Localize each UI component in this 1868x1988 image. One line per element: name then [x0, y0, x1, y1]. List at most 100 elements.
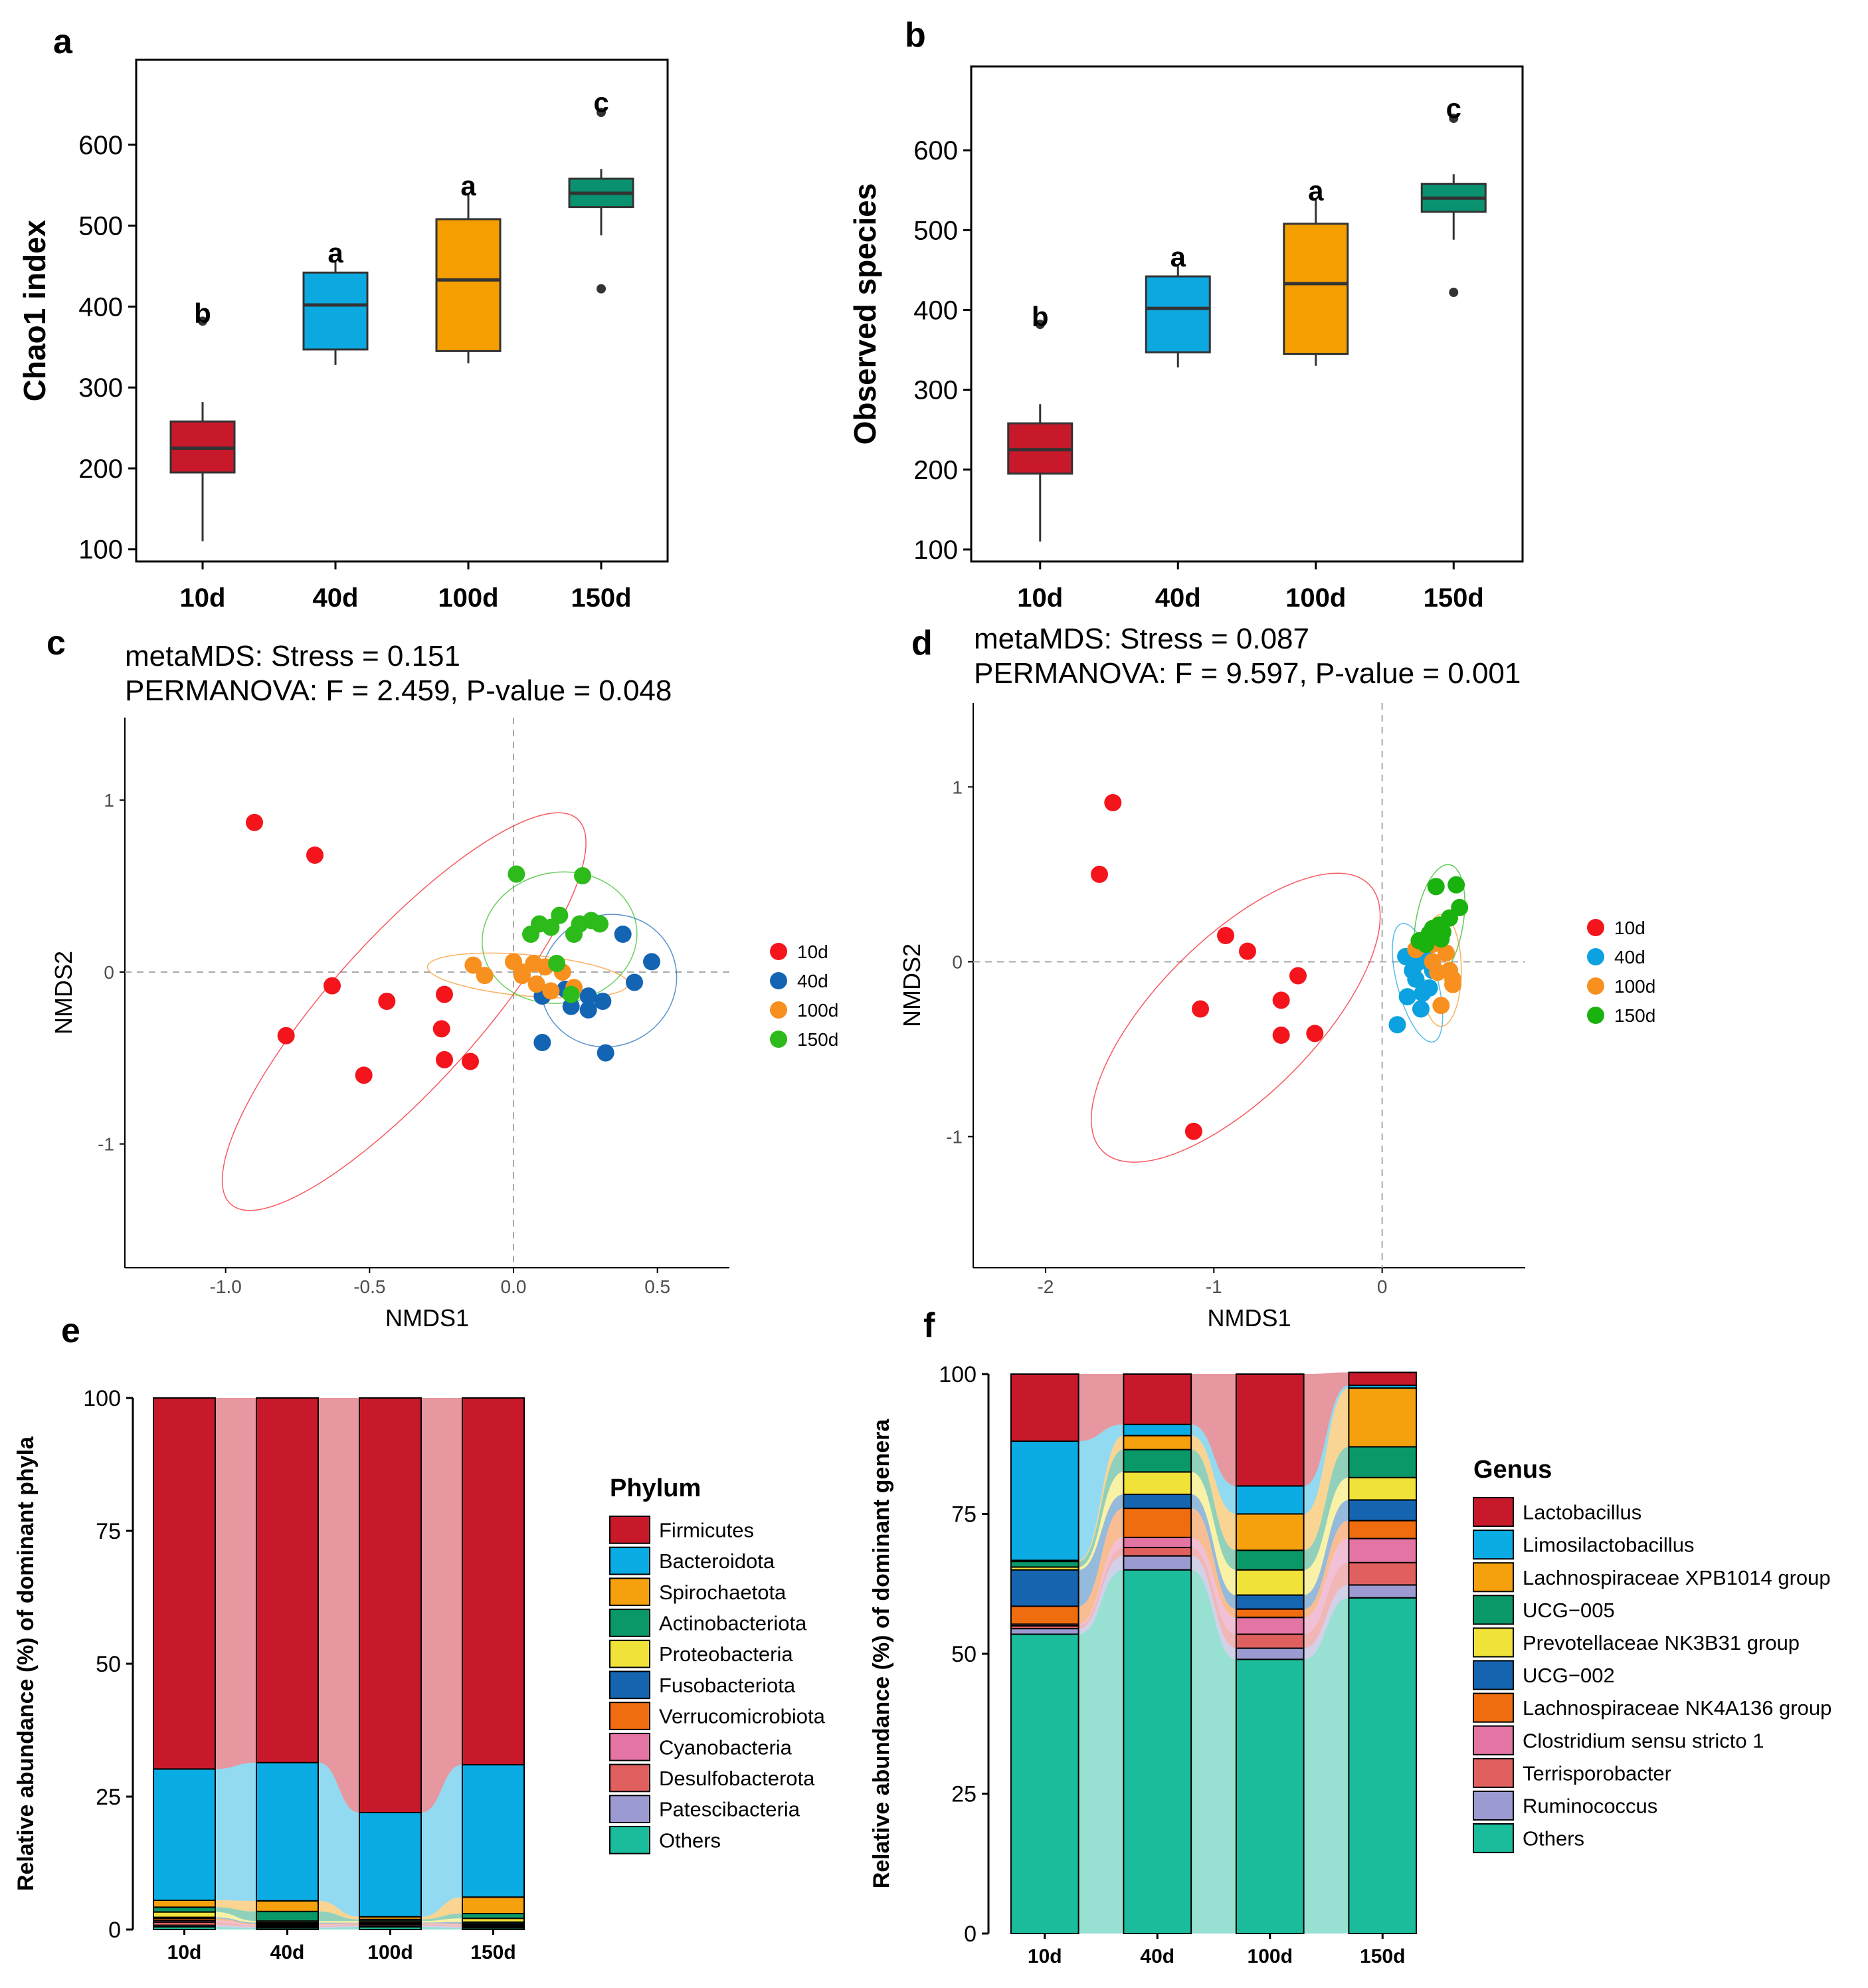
x-tick-label: 100d — [1285, 583, 1346, 613]
flow-band-Bacteroidota — [421, 1765, 462, 1917]
panel-letter-d: d — [911, 624, 933, 662]
legend-key-Terrisporobacter — [1473, 1757, 1514, 1788]
legend-label: Others — [659, 1829, 721, 1852]
flow-band-Bacteroidota — [215, 1762, 256, 1901]
legend-key-40d — [1587, 948, 1604, 965]
legend-label: Lachnospiraceae XPB1014 group — [1523, 1566, 1831, 1589]
bar-segment-Bacteroidota — [153, 1768, 216, 1901]
legend-key-Proteobacteria — [609, 1639, 650, 1668]
bar-segment-UCG−005 — [1010, 1561, 1079, 1568]
sample-point-150d — [548, 955, 565, 973]
sample-point-10d — [1217, 927, 1235, 944]
x-tick-label: 0.5 — [644, 1276, 670, 1297]
x-axis-title: NMDS1 — [1207, 1304, 1291, 1332]
confidence-ellipse-10d — [1091, 872, 1381, 1163]
legend-label: 100d — [1614, 976, 1655, 997]
box-plot-a: 100 200 300 400 500 600 Chao1 index 10d b 40d a 100… — [17, 58, 669, 613]
flow-band-Others — [1191, 1569, 1236, 1934]
sample-point-150d — [551, 906, 569, 924]
bar-segment-Lachnospiraceae NK4A136 group — [1010, 1605, 1079, 1625]
x-tick-label: 10d — [1017, 583, 1063, 613]
sample-point-40d — [533, 1034, 551, 1052]
x-tick-label: 0.0 — [501, 1276, 527, 1297]
outlier-point — [1035, 320, 1045, 330]
y-axis-title: Relative abundance (%) of dominant phyla — [13, 1436, 39, 1891]
legend-label: UCG−005 — [1523, 1599, 1615, 1622]
flow-band-Terrisporobacter — [1078, 1547, 1124, 1629]
sample-point-10d — [462, 1052, 479, 1070]
bar-segment-Lactobacillus — [1348, 1371, 1418, 1386]
flow-band-Lachnospiraceae XPB1014 group — [1303, 1388, 1349, 1551]
legend-label: Lachnospiraceae NK4A136 group — [1523, 1696, 1831, 1720]
box-40d — [302, 271, 369, 351]
y-tick-label: -1 — [946, 1127, 963, 1147]
y-tick-label: 500 — [913, 216, 958, 245]
outlier-point — [1449, 114, 1459, 124]
legend-label: Terrisporobacter — [1523, 1761, 1671, 1785]
outlier-point — [1449, 288, 1459, 298]
flow-band-Clostridium sensu stricto 1 — [1303, 1538, 1349, 1635]
bar-segment-Lachnospiraceae NK4A136 group — [1348, 1520, 1418, 1540]
flow-band-Others — [318, 1927, 359, 1930]
y-tick-label: 0 — [964, 1922, 977, 1947]
legend-key-Others — [609, 1826, 650, 1854]
bar-segment-Bacteroidota — [359, 1812, 422, 1918]
sample-point-40d — [562, 997, 580, 1015]
bar-segment-Lachnospiraceae XPB1014 group — [1235, 1513, 1305, 1551]
flow-band-Others — [215, 1927, 256, 1930]
bar-segment-Lachnospiraceae XPB1014 group — [1123, 1435, 1192, 1450]
flow-band-Desulfobacterota — [215, 1922, 256, 1927]
panel-letter-e: e — [61, 1312, 80, 1350]
y-axis-title: Observed species — [848, 183, 882, 445]
bar-segment-Lachnospiraceae NK4A136 group — [1123, 1508, 1192, 1538]
x-tick-label: 100d — [438, 583, 498, 613]
x-tick-label: -2 — [1037, 1276, 1054, 1297]
flow-band-Verrucomicrobiota — [421, 1923, 462, 1925]
sample-point-10d — [1184, 1122, 1202, 1140]
flow-band-UCG−005 — [1078, 1449, 1124, 1567]
legend-key-10d — [1587, 919, 1604, 936]
flow-band-Verrucomicrobiota — [318, 1923, 359, 1925]
y-tick-label: 0 — [104, 962, 114, 983]
legend-key-10d — [770, 943, 787, 960]
bar-segment-Ruminococcus — [1123, 1555, 1192, 1571]
x-tick-label: 10d — [167, 1941, 202, 1963]
bar-segment-Firmicutes — [256, 1397, 319, 1763]
flow-band-Others — [1303, 1597, 1349, 1934]
sample-point-150d — [583, 912, 600, 930]
legend-key-150d — [770, 1031, 787, 1048]
outlier-point — [198, 316, 207, 326]
flow-band-Clostridium sensu stricto 1 — [1191, 1537, 1236, 1635]
sample-point-150d — [542, 918, 560, 936]
box-100d — [1283, 223, 1349, 355]
flow-band-Proteobacteria — [421, 1918, 462, 1923]
flow-band-Patescibacteria — [421, 1926, 462, 1928]
x-tick-label: 100d — [1248, 1945, 1293, 1967]
legend-key-Clostridium sensu stricto 1 — [1473, 1725, 1514, 1755]
flow-band-UCG−002 — [1191, 1494, 1236, 1609]
legend-label: Prevotellaceae NK3B31 group — [1523, 1631, 1800, 1654]
legend-label: Proteobacteria — [659, 1642, 793, 1666]
bar-segment-Actinobacteriota — [462, 1913, 525, 1920]
sample-point-40d — [1388, 1016, 1406, 1034]
sample-point-10d — [1306, 1025, 1324, 1043]
bar-segment-Terrisporobacter — [1123, 1547, 1192, 1557]
flow-band-Lactobacillus — [1078, 1374, 1124, 1442]
bar-segment-Lactobacillus — [1123, 1373, 1192, 1425]
sample-point-150d — [1417, 936, 1435, 953]
bar-segment-Actinobacteriota — [153, 1906, 216, 1913]
flow-band-UCG−002 — [1303, 1500, 1349, 1609]
y-tick-label: 75 — [96, 1519, 121, 1544]
y-tick-label: 100 — [913, 536, 958, 565]
flow-band-Lachnospiraceae NK4A136 group — [1303, 1520, 1349, 1618]
legend-key-UCG−002 — [1473, 1660, 1514, 1690]
bar-segment-Spirochaetota — [256, 1900, 319, 1912]
flow-band-Desulfobacterota — [318, 1924, 359, 1927]
bar-segment-Actinobacteriota — [256, 1910, 319, 1922]
sample-point-40d — [626, 973, 643, 991]
outlier-point — [597, 108, 606, 118]
flow-band-Verrucomicrobiota — [215, 1918, 256, 1925]
y-tick-label: 200 — [913, 456, 958, 485]
legend-key-Others — [1473, 1823, 1514, 1854]
legend-label: 40d — [797, 971, 828, 991]
